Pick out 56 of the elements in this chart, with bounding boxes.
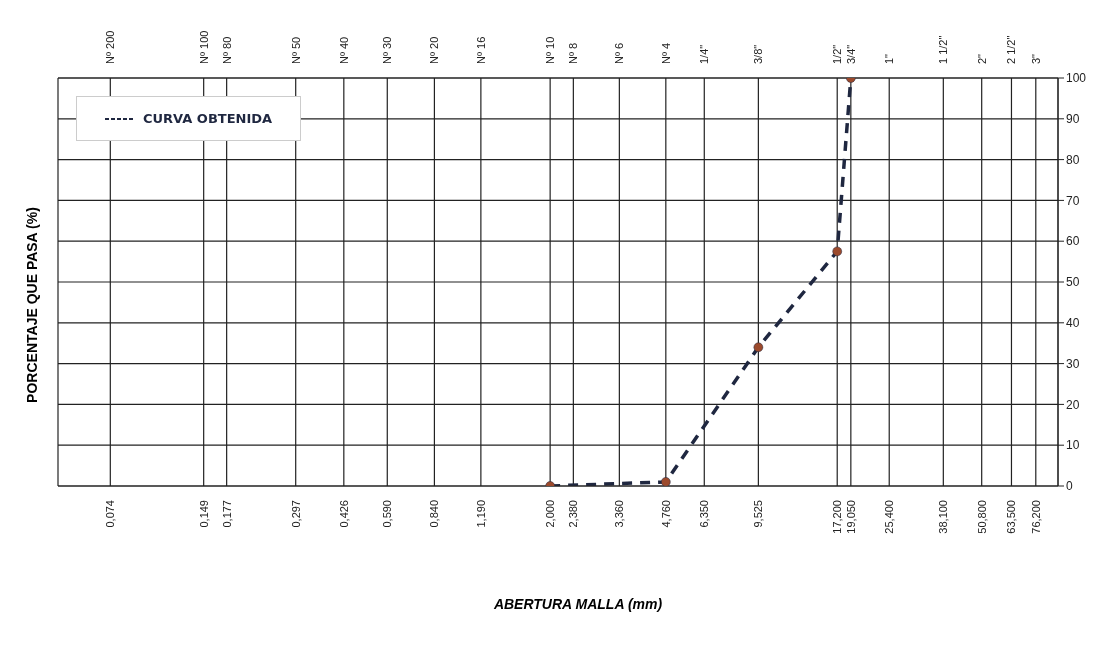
- x-tick-label: 2,380: [567, 500, 580, 528]
- x-tick-label: 6,350: [698, 500, 711, 528]
- x-tick-label: 3,360: [613, 500, 626, 528]
- x-tick-label: 2,000: [544, 500, 557, 528]
- x-tick-label: 38,100: [937, 500, 950, 534]
- x-tick-label: 1,190: [474, 500, 487, 528]
- x-tick-label: 0,840: [428, 500, 441, 528]
- y-tick-label: 90: [1066, 112, 1080, 127]
- y-tick-label: 100: [1066, 71, 1087, 86]
- text: 3": [1029, 53, 1042, 64]
- text: Nº 40: [337, 36, 350, 64]
- text: Nº 16: [474, 36, 487, 64]
- y-axis-title: PORCENTAJE QUE PASA (%): [24, 206, 40, 403]
- text: 2 1/2": [1005, 35, 1018, 64]
- text: 1": [883, 53, 896, 64]
- text: Nº 20: [428, 36, 441, 64]
- x-tick-label: 0,074: [104, 500, 117, 528]
- text: 1/4": [698, 44, 711, 64]
- text: Nº 4: [659, 42, 672, 64]
- text: Nº 8: [567, 42, 580, 64]
- y-tick-label: 50: [1066, 275, 1080, 290]
- y-tick-label: 20: [1066, 397, 1080, 412]
- text: Nº 10: [544, 36, 557, 64]
- text: 2": [975, 53, 988, 64]
- x-tick-label: 0,149: [197, 500, 210, 528]
- text: 1 1/2": [937, 35, 950, 64]
- y-tick-label: 40: [1066, 316, 1080, 331]
- x-tick-label: 50,800: [975, 500, 988, 534]
- text: 3/4": [844, 44, 857, 64]
- x-tick-label: 0,590: [381, 500, 394, 528]
- x-tick-label: 0,297: [289, 500, 302, 528]
- x-tick-label: 0,177: [220, 500, 233, 528]
- x-tick-label: 19,050: [844, 500, 857, 534]
- x-axis-title: ABERTURA MALLA (mm): [492, 596, 664, 612]
- text: Nº 50: [289, 36, 302, 64]
- x-tick-label: 0,426: [337, 500, 350, 528]
- x-tick-label: 4,760: [659, 500, 672, 528]
- text: Nº 80: [220, 36, 233, 64]
- text: Nº 100: [197, 30, 210, 64]
- x-tick-label: 76,200: [1029, 500, 1042, 534]
- y-tick-label: 70: [1066, 193, 1080, 208]
- text: Nº 200: [104, 30, 117, 64]
- text: Nº 6: [613, 42, 626, 64]
- y-tick-label: 80: [1066, 152, 1080, 167]
- text: 1/2": [831, 44, 844, 64]
- x-tick-label: 63,500: [1005, 500, 1018, 534]
- x-tick-label: 17,200: [831, 500, 844, 534]
- x-tick-label: 25,400: [883, 500, 896, 534]
- y-tick-label: 60: [1066, 234, 1080, 249]
- x-tick-label: 9,525: [752, 500, 765, 528]
- text: Nº 30: [381, 36, 394, 64]
- legend-label: CURVA OBTENIDA: [143, 111, 273, 126]
- y-tick-label: 10: [1066, 438, 1080, 453]
- text: 3/8": [752, 44, 765, 64]
- y-tick-label: 30: [1066, 356, 1080, 371]
- y-tick-label: 0: [1066, 479, 1073, 494]
